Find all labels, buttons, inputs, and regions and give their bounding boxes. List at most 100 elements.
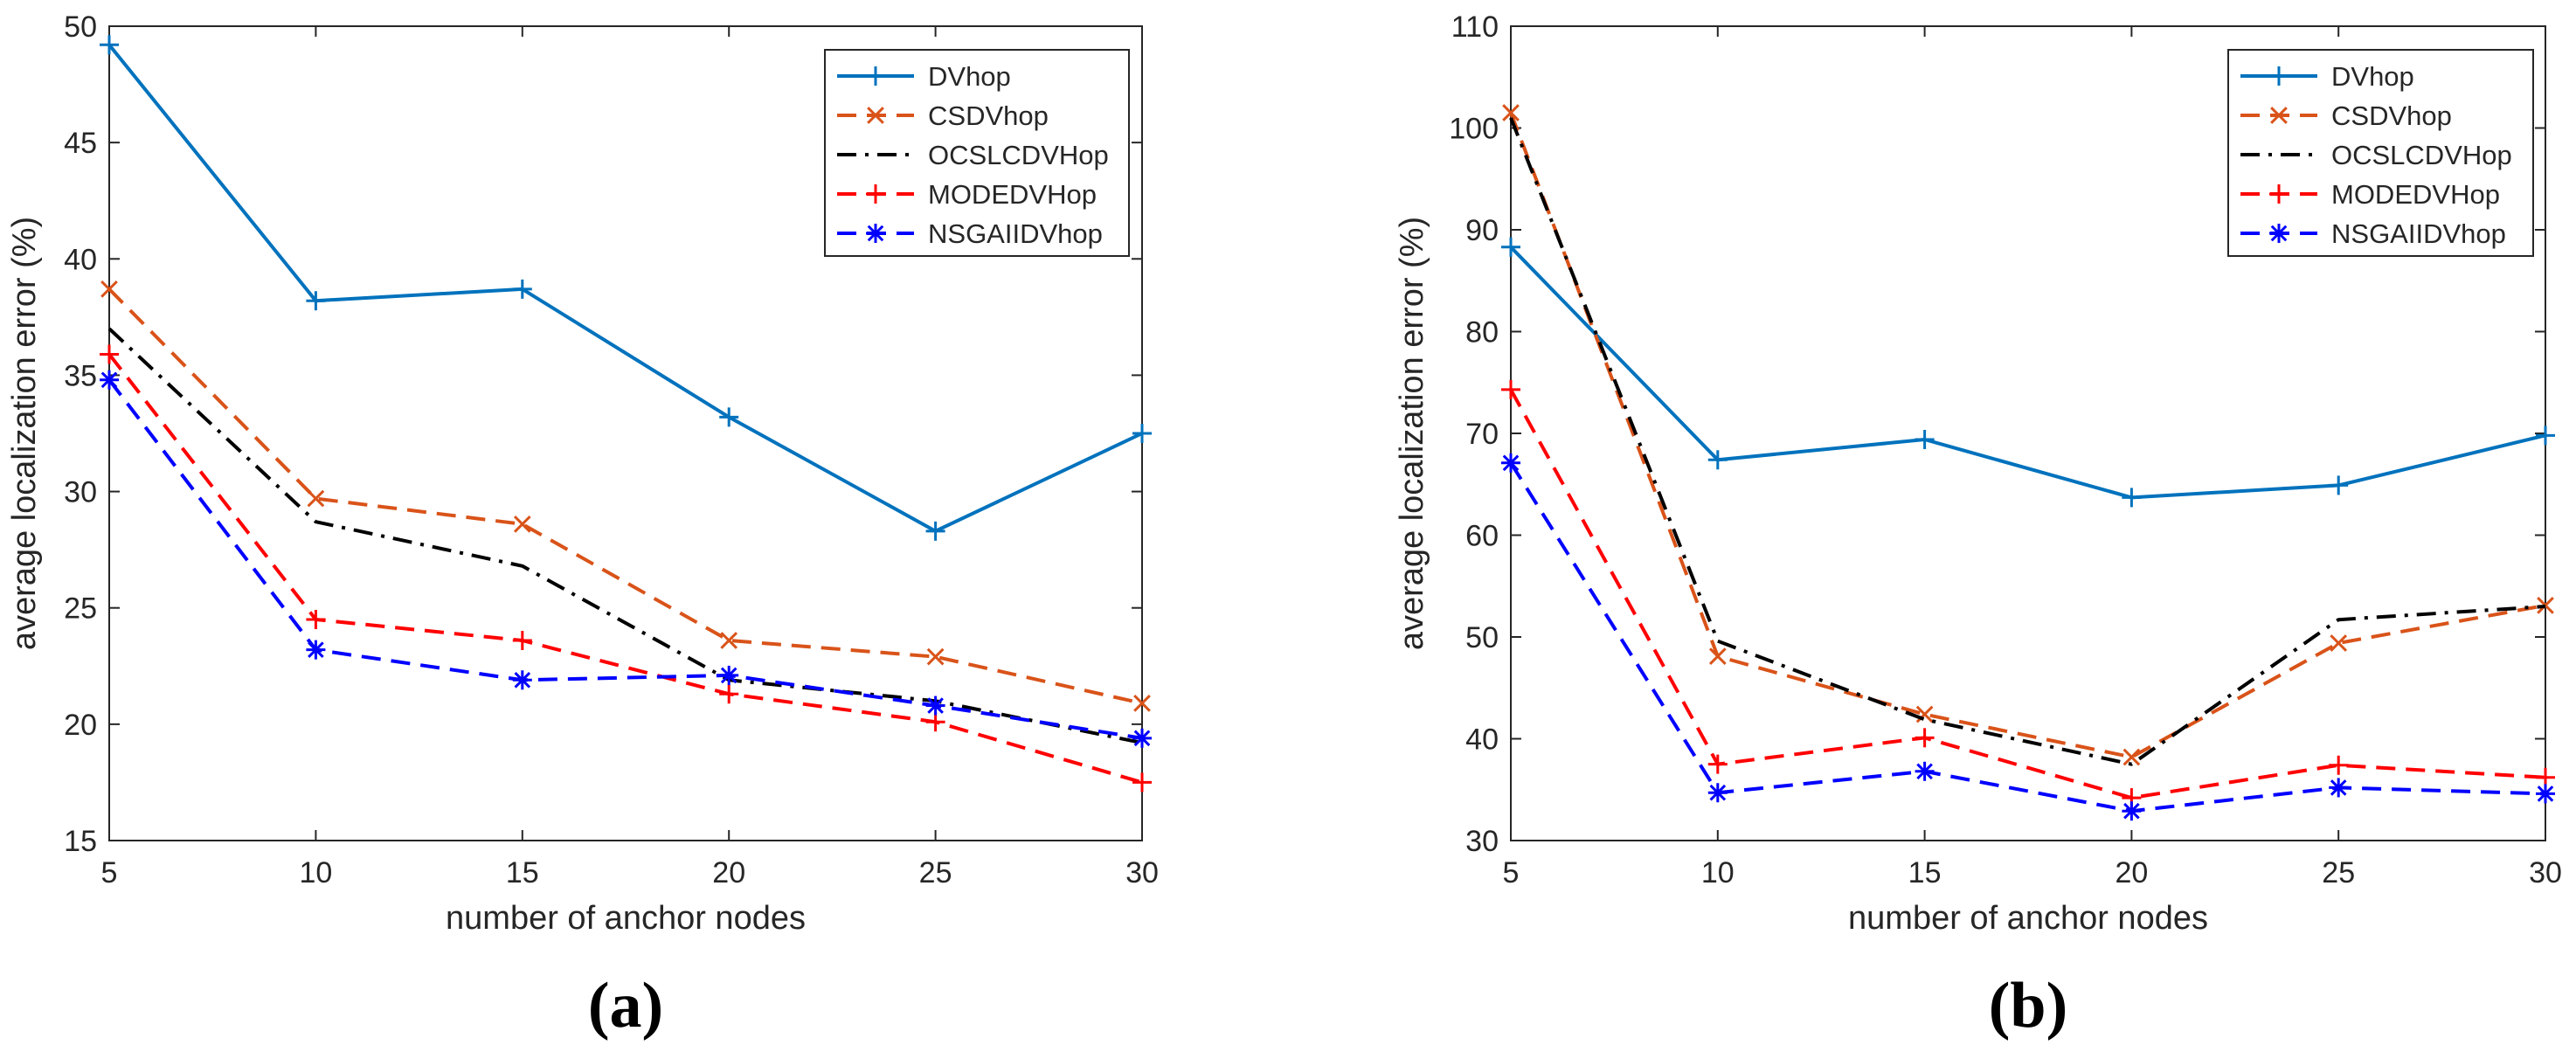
data-point-marker <box>1501 453 1520 473</box>
data-point-marker <box>1132 728 1152 748</box>
data-point-marker <box>2329 755 2349 775</box>
y-tick-label: 40 <box>64 243 97 276</box>
data-point-marker <box>306 610 326 630</box>
data-point-marker <box>2329 778 2349 798</box>
data-point-marker <box>1915 705 1934 723</box>
data-point-marker <box>2122 748 2141 766</box>
series-line <box>1509 117 2546 766</box>
data-point-marker <box>719 665 739 685</box>
legend-entry: NSGAIIDVhop <box>2331 218 2506 249</box>
panel-b-chart: 5 10 15 20 25 30 30 40 50 60 70 80 90 100 110 number of… <box>1394 10 2562 1042</box>
y-tick-label: 40 <box>1465 723 1499 757</box>
data-point-marker <box>100 35 119 55</box>
data-point-marker <box>512 279 532 299</box>
y-axis-label: average localization error (%) <box>6 217 43 650</box>
legend-marker <box>2270 107 2288 124</box>
x-tick-label: 25 <box>919 856 952 889</box>
data-point-marker <box>2537 597 2554 614</box>
y-tick-label: 90 <box>1465 214 1499 247</box>
legend-entry: MODEDVHop <box>928 179 1097 210</box>
y-tick-label: 100 <box>1449 113 1499 146</box>
data-point-marker <box>925 712 945 732</box>
data-point-marker <box>1707 754 1728 774</box>
data-point-marker <box>2536 767 2555 787</box>
series-line <box>107 378 1143 740</box>
data-point-marker <box>1915 761 1935 781</box>
y-tick-label: 15 <box>64 825 97 858</box>
data-point-marker <box>719 684 739 704</box>
series-line <box>107 287 1143 705</box>
legend-marker <box>866 224 885 243</box>
data-point-marker <box>926 647 945 666</box>
series-dvhop <box>100 35 1152 541</box>
data-point-marker <box>512 670 532 690</box>
data-point-marker <box>100 344 119 364</box>
legend-entry: OCSLCDVHop <box>2331 140 2512 170</box>
data-point-marker <box>1708 647 1727 665</box>
y-tick-label: 35 <box>64 359 97 392</box>
y-tick-label: 30 <box>1465 825 1499 858</box>
legend-entry: MODEDVHop <box>2331 179 2500 210</box>
data-point-marker <box>1132 772 1152 792</box>
series-nsgaiidvhop <box>1501 453 2555 821</box>
data-point-marker <box>1501 379 1520 399</box>
y-axis-label: average localization error (%) <box>1394 217 1430 650</box>
legend-entry: OCSLCDVHop <box>928 140 1109 170</box>
data-point-marker <box>1915 429 1935 449</box>
legend-marker <box>867 107 884 124</box>
series-modedvhop <box>1501 379 2555 808</box>
data-point-marker <box>1501 237 1520 257</box>
legend-marker <box>2269 224 2289 243</box>
legend-marker <box>866 184 885 204</box>
legend-entry: CSDVhop <box>2331 100 2452 131</box>
x-tick-label: 30 <box>2529 856 2562 889</box>
panel-label: (b) <box>1989 970 2067 1042</box>
legend: DVhop CSDVhop OCSLCDVHop MODEDVHop NSGAIIDVh… <box>2227 49 2534 257</box>
legend-entry: DVhop <box>928 61 1011 92</box>
data-point-marker <box>2122 488 2142 508</box>
series-nsgaiidvhop <box>100 370 1152 748</box>
data-point-marker <box>925 521 945 541</box>
legend-entry: NSGAIIDVhop <box>928 218 1103 249</box>
data-point-marker <box>1707 450 1728 470</box>
data-point-marker <box>2330 634 2348 652</box>
data-point-marker <box>306 291 326 311</box>
x-tick-label: 25 <box>2322 856 2355 889</box>
data-point-marker <box>719 407 739 427</box>
y-tick-label: 70 <box>1465 418 1499 451</box>
x-tick-label: 5 <box>101 856 118 889</box>
y-tick-label: 110 <box>1451 10 1499 44</box>
legend-marker <box>2269 66 2289 86</box>
x-tick-label: 30 <box>1125 856 1159 889</box>
panel-a-chart: 5 10 15 20 25 30 15 20 25 30 35 40 45 50 number of anc… <box>6 10 1159 1042</box>
series-line <box>107 327 1143 745</box>
data-point-marker <box>512 630 532 650</box>
data-point-marker <box>2536 784 2555 804</box>
y-tick-label: 80 <box>1465 316 1499 350</box>
series-ocslcdvhop <box>1509 117 2546 766</box>
series-ocslcdvhop <box>107 327 1143 745</box>
data-point-marker <box>513 515 531 533</box>
legend: DVhop CSDVhop OCSLCDVHop MODEDVHop NSGAIIDVh… <box>824 49 1130 257</box>
data-point-marker <box>100 280 118 298</box>
y-tick-label: 25 <box>64 592 97 626</box>
data-point-marker <box>2536 426 2555 446</box>
x-tick-label: 10 <box>299 856 332 889</box>
y-tick-label: 30 <box>64 476 97 509</box>
y-tick-label: 20 <box>64 709 97 742</box>
panel-label: (a) <box>588 970 663 1042</box>
series-line <box>1509 112 2546 759</box>
x-tick-label: 15 <box>1908 856 1942 889</box>
series-csdvhop <box>100 280 1151 712</box>
data-point-marker <box>1707 783 1728 803</box>
y-tick-label: 50 <box>64 10 97 44</box>
y-tick-label: 50 <box>1465 621 1499 654</box>
data-point-marker <box>2122 801 2142 821</box>
x-tick-label: 20 <box>712 856 745 889</box>
series-line <box>107 353 1143 785</box>
series-line <box>1509 388 2546 800</box>
x-tick-label: 20 <box>2115 856 2148 889</box>
series-line <box>1509 461 2546 813</box>
data-point-marker <box>1133 695 1151 712</box>
